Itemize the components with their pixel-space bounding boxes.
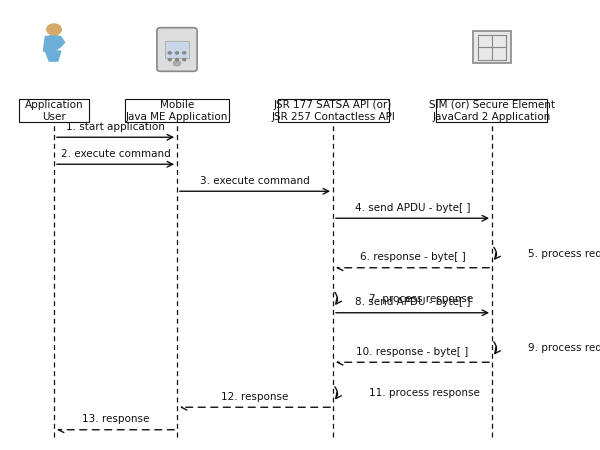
Text: 4. send APDU - byte[ ]: 4. send APDU - byte[ ] xyxy=(355,203,470,213)
Circle shape xyxy=(173,60,181,66)
Polygon shape xyxy=(46,51,55,61)
Text: JSR 257 Contactless API: JSR 257 Contactless API xyxy=(271,112,395,122)
Polygon shape xyxy=(53,51,61,61)
Text: 12. response: 12. response xyxy=(221,392,289,402)
Bar xyxy=(277,99,389,122)
Text: 10. response - byte[ ]: 10. response - byte[ ] xyxy=(356,347,469,357)
Bar xyxy=(19,99,89,122)
Text: 13. response: 13. response xyxy=(82,414,149,424)
Circle shape xyxy=(176,52,179,54)
Circle shape xyxy=(168,58,172,61)
Bar xyxy=(473,31,511,63)
Bar xyxy=(165,40,189,58)
Text: 11. process response: 11. process response xyxy=(369,388,480,398)
Text: 8. send APDU - byte[ ]: 8. send APDU - byte[ ] xyxy=(355,297,470,307)
Text: 9. process request: 9. process request xyxy=(528,343,600,353)
Text: 5. process request: 5. process request xyxy=(528,249,600,259)
Text: Application: Application xyxy=(25,100,83,110)
Text: JSR 177 SATSA API (or): JSR 177 SATSA API (or) xyxy=(274,100,392,110)
Circle shape xyxy=(182,52,186,54)
Bar xyxy=(125,99,229,122)
Circle shape xyxy=(47,24,61,35)
Text: 2. execute command: 2. execute command xyxy=(61,149,170,159)
FancyBboxPatch shape xyxy=(157,28,197,71)
Text: JavaCard 2 Application: JavaCard 2 Application xyxy=(433,112,551,122)
Text: Java ME Application: Java ME Application xyxy=(126,112,228,122)
Text: User: User xyxy=(42,112,66,122)
Text: Mobile: Mobile xyxy=(160,100,194,110)
Text: 1. start application: 1. start application xyxy=(66,122,165,132)
Bar xyxy=(436,99,547,122)
Circle shape xyxy=(176,58,179,61)
Text: SIM (or) Secure Element: SIM (or) Secure Element xyxy=(429,100,555,110)
Text: 7. process response: 7. process response xyxy=(369,294,473,304)
Text: 6. response - byte[ ]: 6. response - byte[ ] xyxy=(359,252,466,262)
Circle shape xyxy=(182,58,186,61)
Polygon shape xyxy=(43,35,65,51)
Circle shape xyxy=(168,52,172,54)
Text: 3. execute command: 3. execute command xyxy=(200,176,310,186)
